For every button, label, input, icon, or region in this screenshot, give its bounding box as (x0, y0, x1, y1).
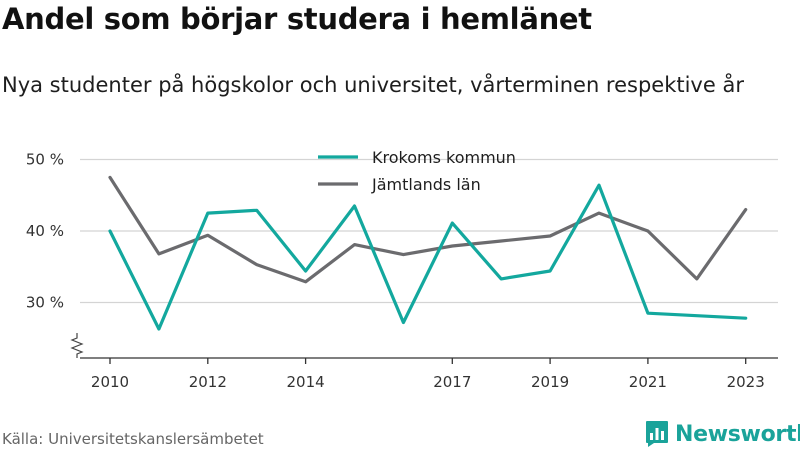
line-chart: 30 % 40 % 50 % 2010 2012 2014 2017 2019 2021 2023… (26, 148, 778, 391)
series-line-krokoms-kommun (108, 183, 748, 331)
x-tick-label: 2014 (287, 373, 325, 391)
chart-title: Andel som börjar studera i hemlänet (2, 2, 592, 36)
x-tick-label: 2019 (531, 373, 569, 391)
axis-break-icon (70, 333, 84, 358)
source-note: Källa: Universitetskanslersämbetet (2, 430, 264, 448)
chart-subtitle: Nya studenter på högskolor och universit… (2, 73, 744, 97)
x-tick-label: 2021 (629, 373, 667, 391)
x-tick-label: 2012 (189, 373, 227, 391)
series-line-jämtlands-län (108, 175, 748, 284)
y-tick-label: 30 % (26, 294, 64, 312)
newsworthy-logo-icon (646, 421, 668, 447)
x-tick-label: 2017 (433, 373, 471, 391)
y-tick-label: 50 % (26, 151, 64, 169)
x-tick-label: 2010 (91, 373, 129, 391)
legend-label: Jämtlands län (371, 175, 481, 194)
brand: Newsworthy (645, 420, 800, 448)
x-tick-label: 2023 (727, 373, 765, 391)
brand-name: Newsworthy (675, 421, 800, 447)
legend-label: Krokoms kommun (372, 148, 516, 167)
y-tick-label: 40 % (26, 222, 64, 240)
